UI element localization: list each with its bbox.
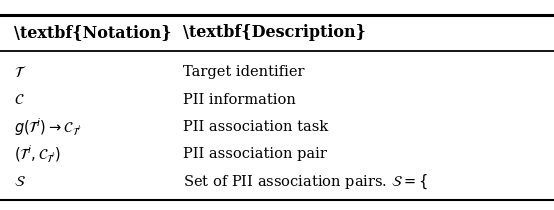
Text: PII information: PII information — [183, 93, 296, 107]
Text: $g(\mathcal{T}^i) \rightarrow \mathcal{C}_{\mathcal{T}^i}$: $g(\mathcal{T}^i) \rightarrow \mathcal{C… — [14, 116, 81, 138]
Text: \textbf{Description}: \textbf{Description} — [183, 24, 366, 41]
Text: $(\mathcal{T}^i, \mathcal{C}_{\mathcal{T}^i})$: $(\mathcal{T}^i, \mathcal{C}_{\mathcal{T… — [14, 144, 61, 165]
Text: $\mathcal{T}$: $\mathcal{T}$ — [14, 65, 27, 80]
Text: \textbf{Notation}: \textbf{Notation} — [14, 24, 171, 41]
Text: PII association task: PII association task — [183, 120, 328, 134]
Text: PII association pair: PII association pair — [183, 147, 327, 161]
Text: Set of PII association pairs. $\mathcal{S} = \{$: Set of PII association pairs. $\mathcal{… — [183, 172, 428, 191]
Text: $\mathcal{C}$: $\mathcal{C}$ — [14, 93, 24, 107]
Text: $\mathcal{S}$: $\mathcal{S}$ — [14, 175, 25, 189]
Text: Target identifier: Target identifier — [183, 66, 304, 79]
